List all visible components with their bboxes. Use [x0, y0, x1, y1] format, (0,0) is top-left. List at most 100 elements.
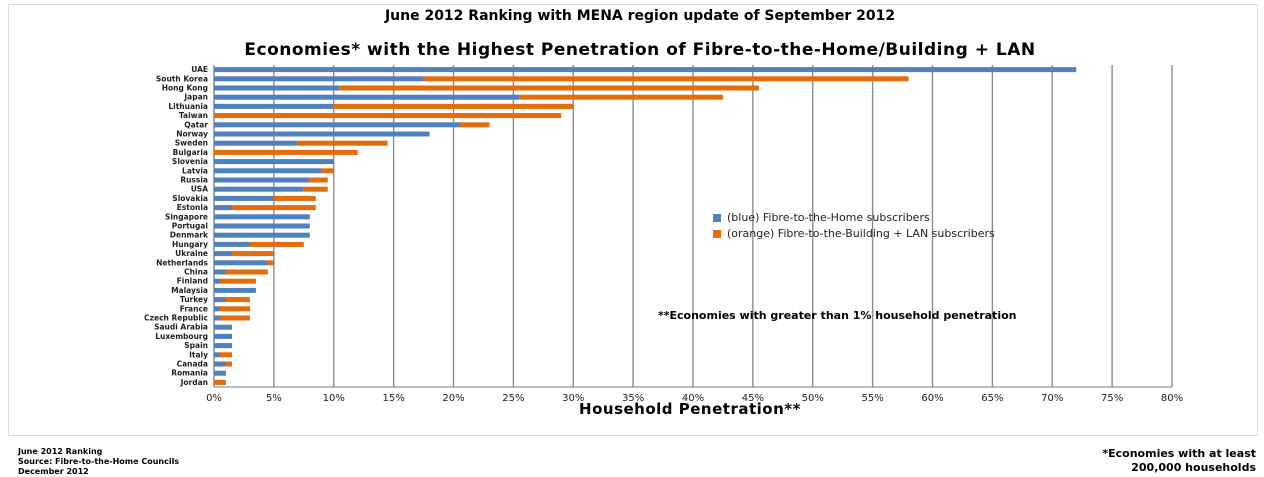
- category-label: Russia: [180, 176, 208, 185]
- bar-blue: [214, 67, 1077, 73]
- bar-orange: [423, 76, 909, 82]
- x-axis-title: Household Penetration**: [579, 400, 801, 418]
- bar-blue: [214, 186, 304, 192]
- category-label: Luxembourg: [155, 332, 208, 341]
- bar-blue: [214, 278, 220, 284]
- bar-blue: [214, 76, 424, 82]
- x-tick-label: 5%: [266, 393, 282, 404]
- category-label: Romania: [171, 369, 208, 378]
- bar-orange: [267, 260, 274, 266]
- category-label: Lithuania: [168, 102, 208, 111]
- x-tick-label: 60%: [921, 393, 943, 404]
- footer-line: June 2012 Ranking: [18, 447, 103, 456]
- bar-series: [214, 67, 1077, 385]
- x-tick-label: 40%: [682, 393, 704, 404]
- category-label: Singapore: [165, 212, 208, 221]
- category-label: Ukraine: [175, 249, 208, 258]
- category-label: USA: [191, 185, 208, 194]
- x-tick-label: 35%: [622, 393, 644, 404]
- bar-blue: [214, 287, 256, 293]
- category-label: Portugal: [172, 222, 208, 231]
- category-label: Netherlands: [156, 258, 208, 267]
- x-tick-label: 55%: [862, 393, 884, 404]
- bar-blue: [214, 214, 310, 220]
- category-label: Spain: [184, 341, 208, 350]
- bar-orange: [231, 251, 274, 257]
- bar-blue: [214, 352, 220, 358]
- bar-orange: [214, 113, 562, 119]
- category-label: Finland: [177, 277, 208, 286]
- bar-blue: [214, 361, 226, 367]
- bar-blue: [214, 122, 460, 128]
- category-label: Bulgaria: [173, 148, 208, 157]
- category-label: Canada: [177, 360, 208, 369]
- bar-orange: [219, 315, 250, 321]
- x-tick-label: 70%: [1041, 393, 1063, 404]
- bar-orange: [333, 103, 574, 109]
- category-label: Japan: [183, 93, 208, 102]
- bar-orange: [273, 195, 316, 201]
- bar-orange: [225, 361, 232, 367]
- bar-blue: [214, 195, 274, 201]
- category-label: Latvia: [182, 166, 208, 175]
- category-label: Italy: [189, 350, 208, 359]
- bar-orange: [303, 186, 328, 192]
- x-tick-label: 65%: [981, 393, 1003, 404]
- category-label: China: [184, 268, 208, 277]
- bar-orange: [219, 352, 232, 358]
- category-label: Turkey: [180, 295, 208, 304]
- bar-orange: [309, 177, 328, 183]
- bar-blue: [214, 205, 232, 211]
- category-label: South Korea: [156, 74, 208, 83]
- category-label: Czech Republic: [144, 314, 208, 323]
- bar-orange: [321, 168, 334, 174]
- bar-orange: [297, 140, 388, 146]
- category-label: Slovenia: [172, 157, 208, 166]
- category-label: Taiwan: [179, 111, 208, 120]
- x-tick-label: 0%: [206, 393, 222, 404]
- footer-line: December 2012: [18, 467, 89, 476]
- bar-orange: [225, 297, 250, 303]
- bar-blue: [214, 343, 232, 349]
- bar-blue: [214, 85, 340, 91]
- category-label: Denmark: [170, 231, 209, 240]
- category-label: Norway: [176, 130, 208, 139]
- category-label: Saudi Arabia: [154, 323, 208, 332]
- bar-blue: [214, 324, 232, 330]
- bar-blue: [214, 370, 226, 376]
- footer-line: 200,000 households: [1131, 461, 1256, 474]
- bar-blue: [214, 103, 334, 109]
- footer-source: June 2012 Ranking Source: Fibre-to-the-H…: [18, 447, 179, 477]
- bar-blue: [214, 94, 520, 100]
- category-label: Hong Kong: [162, 84, 208, 93]
- bar-orange: [219, 278, 256, 284]
- bar-blue: [214, 260, 268, 266]
- category-label: Malaysia: [171, 286, 208, 295]
- bar-blue: [214, 315, 220, 321]
- category-label: France: [180, 304, 208, 313]
- category-label: Qatar: [184, 120, 208, 129]
- bar-blue: [214, 297, 226, 303]
- bar-blue: [214, 140, 298, 146]
- x-tick-label: 50%: [802, 393, 824, 404]
- bar-blue: [214, 333, 232, 339]
- bar-blue: [214, 223, 310, 229]
- x-tick-label: 30%: [562, 393, 584, 404]
- bar-blue: [214, 168, 322, 174]
- bar-blue: [214, 241, 250, 247]
- bar-orange: [339, 85, 759, 91]
- legend-swatch-orange: [713, 229, 721, 238]
- category-label: Sweden: [175, 139, 208, 148]
- legend-label: (blue) Fibre-to-the-Home subscribers: [727, 211, 930, 224]
- bar-orange: [214, 379, 226, 385]
- x-tick-label: 75%: [1101, 393, 1123, 404]
- category-label: Jordan: [180, 378, 208, 387]
- legend-swatch-blue: [713, 213, 721, 222]
- x-tick-label: 20%: [442, 393, 464, 404]
- x-tick-label: 25%: [502, 393, 524, 404]
- bar-orange: [519, 94, 723, 100]
- bar-orange: [231, 205, 316, 211]
- page-title: June 2012 Ranking with MENA region updat…: [384, 8, 896, 24]
